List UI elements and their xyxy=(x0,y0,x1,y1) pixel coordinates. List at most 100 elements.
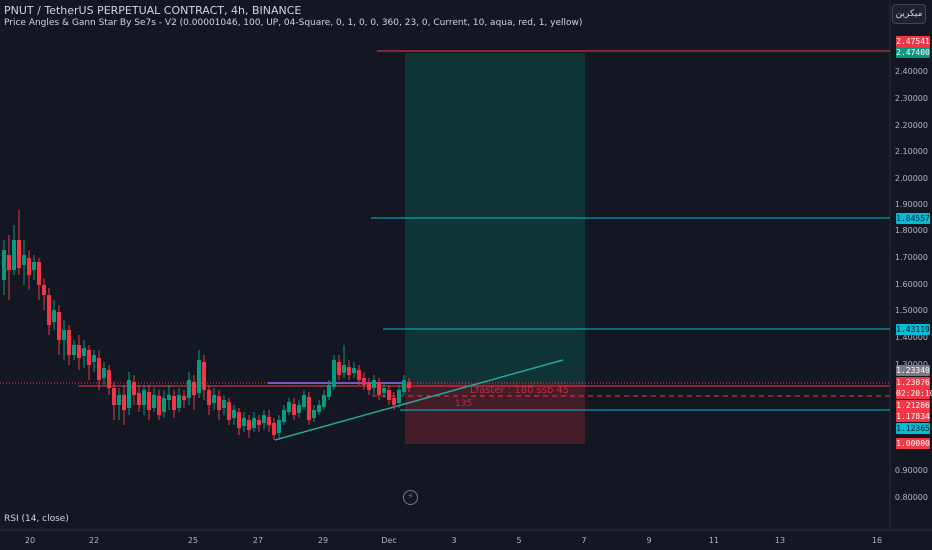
candle-body xyxy=(257,420,261,425)
symbol-title[interactable]: PNUT / TetherUS PERPETUAL CONTRACT, 4h, … xyxy=(4,4,302,17)
candle-body xyxy=(127,380,131,408)
candle-body xyxy=(247,420,251,430)
price-axis-label: 2.10000 xyxy=(894,147,928,156)
candle-body xyxy=(92,355,96,362)
candle-body xyxy=(222,400,226,408)
candle-body xyxy=(182,396,186,400)
candle-body xyxy=(237,412,241,428)
candle-body xyxy=(407,382,411,388)
candle-body xyxy=(52,310,56,322)
candle-body xyxy=(87,350,91,365)
candle-body xyxy=(317,405,321,412)
candle-body xyxy=(42,285,46,295)
price-tag: 2.47541 xyxy=(896,36,930,47)
candle-body xyxy=(97,358,101,380)
candle-body xyxy=(187,380,191,398)
time-axis-label: 11 xyxy=(708,536,720,545)
annotation-text: Lfaster : 180 ssb 45 xyxy=(470,385,569,396)
rsi-pane-label[interactable]: RSI (14, close) xyxy=(4,514,69,524)
time-axis-label: 25 xyxy=(187,536,199,545)
price-axis-label: 1.40000 xyxy=(894,333,928,342)
price-axis-label: 2.20000 xyxy=(894,121,928,130)
candle-body xyxy=(72,345,76,355)
candle-body xyxy=(142,390,146,405)
candle-body xyxy=(7,255,11,270)
price-tag: 2.47400 xyxy=(896,47,930,58)
candle-body xyxy=(57,312,61,340)
price-tag: 1.12365 xyxy=(896,423,930,434)
watch-button[interactable]: میکرین xyxy=(892,4,926,24)
candle-body xyxy=(382,388,386,393)
time-axis-label: 22 xyxy=(88,536,100,545)
price-tag: 1.00000 xyxy=(896,438,930,449)
candle-body xyxy=(32,262,36,270)
candle-body xyxy=(402,380,406,392)
time-axis-label: 9 xyxy=(646,536,652,545)
candle-body xyxy=(352,368,356,373)
price-axis-label: 2.30000 xyxy=(894,94,928,103)
candle-body xyxy=(122,395,126,410)
candle-body xyxy=(212,395,216,403)
candle-body xyxy=(292,404,296,415)
candle-body xyxy=(262,415,266,423)
time-axis-label: 27 xyxy=(252,536,264,545)
candle-body xyxy=(22,255,26,265)
time-axis-label: 16 xyxy=(871,536,883,545)
candle-body xyxy=(162,398,166,412)
candle-body xyxy=(82,348,86,356)
price-axis-label: 1.30000 xyxy=(895,360,928,369)
time-axis-label: 29 xyxy=(317,536,329,545)
candle-body xyxy=(197,360,201,393)
candle-body xyxy=(307,397,311,420)
candle-body xyxy=(12,240,16,270)
candle-body xyxy=(397,390,401,403)
candle-body xyxy=(117,395,121,405)
candle-body xyxy=(102,368,106,378)
candle-body xyxy=(232,410,236,418)
candle-body xyxy=(377,382,381,395)
price-axis-label: 1.50000 xyxy=(894,306,928,315)
candle-body xyxy=(337,362,341,375)
candle-body xyxy=(17,240,21,268)
price-tag: 1.17834 xyxy=(896,411,930,422)
price-tag: 1.21286 xyxy=(896,400,930,411)
price-axis-label: 1.60000 xyxy=(894,280,928,289)
candle-body xyxy=(242,418,246,426)
candle-body xyxy=(77,345,81,358)
candle-body xyxy=(27,258,31,275)
candle-body xyxy=(272,423,276,435)
price-axis-label: 1.90000 xyxy=(894,200,928,209)
candle-body xyxy=(312,410,316,418)
price-tag: 02:20:10 xyxy=(896,388,932,399)
price-tag: 1.23076 xyxy=(896,377,930,388)
price-axis-label: 2.00000 xyxy=(894,174,928,183)
candle-body xyxy=(357,370,361,380)
candle-body xyxy=(342,365,346,373)
time-axis-label: Dec xyxy=(381,536,397,545)
candle-body xyxy=(322,395,326,407)
annotation-sub: 135 xyxy=(455,399,472,409)
indicator-legend[interactable]: Price Angles & Gann Star By Se7s - V2 (0… xyxy=(4,18,583,28)
candle-body xyxy=(132,382,136,395)
candle-body xyxy=(192,382,196,395)
candle-body xyxy=(152,395,156,408)
price-axis-label: 1.70000 xyxy=(894,253,928,262)
candle-body xyxy=(107,370,111,388)
candle-body xyxy=(167,395,171,400)
candle-body xyxy=(347,367,351,375)
candle-body xyxy=(137,393,141,405)
candlestick-series xyxy=(2,210,411,440)
candle-body xyxy=(362,378,366,385)
candle-body xyxy=(387,390,391,400)
candle-body xyxy=(177,395,181,408)
price-axis-label: 0.80000 xyxy=(894,493,928,502)
long-position-loss-zone[interactable] xyxy=(405,383,585,444)
price-axis-label: 0.90000 xyxy=(894,466,928,475)
time-axis-label: 13 xyxy=(774,536,786,545)
price-tag: 1.23340 xyxy=(896,365,930,376)
flash-icon[interactable]: ⚡ xyxy=(403,490,418,505)
candle-body xyxy=(37,262,41,285)
candle-body xyxy=(302,395,306,407)
candle-body xyxy=(2,250,6,280)
